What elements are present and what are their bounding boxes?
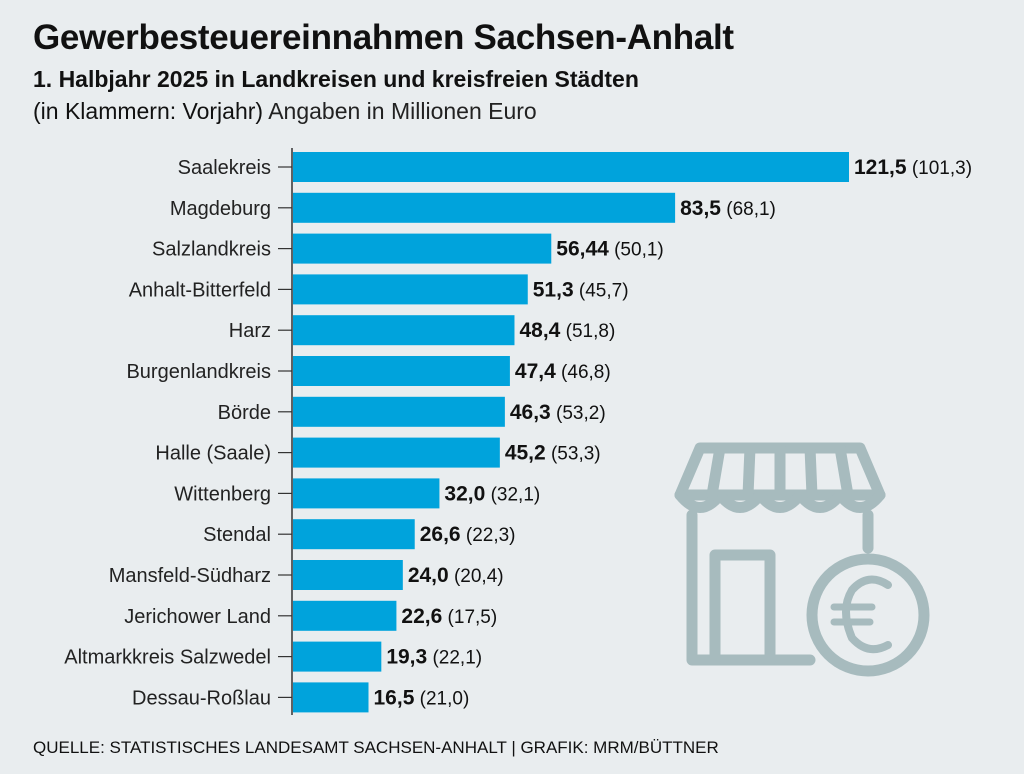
value-label: 24,0 (20,4) xyxy=(408,564,504,587)
chart-note: (in Klammern: Vorjahr) Angaben in Millio… xyxy=(33,98,537,125)
value-previous-year: (21,0) xyxy=(414,688,469,709)
value-current: 48,4 xyxy=(519,319,560,342)
value-label: 19,3 (22,1) xyxy=(386,646,482,669)
bar xyxy=(293,396,505,427)
bar xyxy=(293,274,528,305)
source-line: QUELLE: STATISTISCHES LANDESAMT SACHSEN-… xyxy=(33,738,719,757)
chart-subtitle: 1. Halbjahr 2025 in Landkreisen und krei… xyxy=(33,66,639,92)
value-label: 47,4 (46,8) xyxy=(515,360,611,383)
value-current: 51,3 xyxy=(533,278,574,301)
value-previous-year: (32,1) xyxy=(485,484,540,505)
value-label: 83,5 (68,1) xyxy=(680,197,776,220)
value-previous-year: (20,4) xyxy=(449,566,504,587)
value-previous-year: (22,1) xyxy=(427,648,482,669)
bar xyxy=(293,233,552,264)
category-label: Stendal xyxy=(203,524,271,546)
category-label: Halle (Saale) xyxy=(155,443,271,465)
category-label: Jerichower Land xyxy=(124,606,271,628)
note-unit: Angaben in Millionen Euro xyxy=(268,98,537,124)
category-label: Dessau-Roßlau xyxy=(132,687,271,709)
chart-title: Gewerbesteuereinnahmen Sachsen-Anhalt xyxy=(33,18,734,57)
value-current: 45,2 xyxy=(505,442,546,465)
bar xyxy=(293,641,382,672)
category-label: Börde xyxy=(218,402,271,424)
bar xyxy=(293,315,515,346)
bar xyxy=(293,356,510,386)
value-label: 56,44 (50,1) xyxy=(556,238,663,261)
category-label: Altmarkkreis Salzwedel xyxy=(64,647,271,669)
category-label: Mansfeld-Südharz xyxy=(109,565,271,587)
note-paren: (in Klammern: Vorjahr) xyxy=(33,98,264,124)
value-previous-year: (46,8) xyxy=(556,362,611,383)
value-label: 32,0 (32,1) xyxy=(444,482,540,505)
storefront-euro-icon xyxy=(674,442,930,677)
category-label: Burgenlandkreis xyxy=(126,361,271,383)
value-current: 47,4 xyxy=(515,360,556,383)
bar xyxy=(293,152,849,182)
value-previous-year: (51,8) xyxy=(560,321,615,342)
category-label: Anhalt-Bitterfeld xyxy=(129,279,271,301)
value-label: 48,4 (51,8) xyxy=(519,319,615,342)
category-label: Saalekreis xyxy=(178,157,271,179)
value-current: 16,5 xyxy=(374,686,415,709)
category-label: Salzlandkreis xyxy=(152,239,271,261)
value-current: 19,3 xyxy=(386,646,427,669)
value-label: 46,3 (53,2) xyxy=(510,401,606,424)
value-previous-year: (53,2) xyxy=(551,403,606,424)
value-label: 16,5 (21,0) xyxy=(374,686,470,709)
bar xyxy=(293,519,415,550)
category-label: Magdeburg xyxy=(170,198,271,220)
value-previous-year: (68,1) xyxy=(721,199,776,220)
category-label: Harz xyxy=(229,320,271,342)
value-previous-year: (45,7) xyxy=(574,280,629,301)
value-label: 26,6 (22,3) xyxy=(420,523,516,546)
value-current: 24,0 xyxy=(408,564,449,587)
value-current: 121,5 xyxy=(854,156,907,179)
value-current: 22,6 xyxy=(401,605,442,628)
value-label: 45,2 (53,3) xyxy=(505,442,601,465)
value-previous-year: (22,3) xyxy=(461,525,516,546)
bar xyxy=(293,437,500,468)
value-current: 56,44 xyxy=(556,238,609,261)
bar xyxy=(293,192,676,223)
value-label: 22,6 (17,5) xyxy=(401,605,497,628)
value-previous-year: (53,3) xyxy=(546,444,601,465)
bar xyxy=(293,600,397,631)
value-label: 121,5 (101,3) xyxy=(854,156,972,179)
bar xyxy=(293,560,403,590)
value-current: 83,5 xyxy=(680,197,721,220)
value-previous-year: (17,5) xyxy=(442,607,497,628)
value-current: 26,6 xyxy=(420,523,461,546)
value-previous-year: (50,1) xyxy=(609,240,664,261)
bar xyxy=(293,478,440,509)
bar xyxy=(293,682,369,713)
category-label: Wittenberg xyxy=(174,483,271,505)
value-current: 32,0 xyxy=(444,482,485,505)
value-previous-year: (101,3) xyxy=(907,158,972,179)
value-label: 51,3 (45,7) xyxy=(533,278,629,301)
value-current: 46,3 xyxy=(510,401,551,424)
